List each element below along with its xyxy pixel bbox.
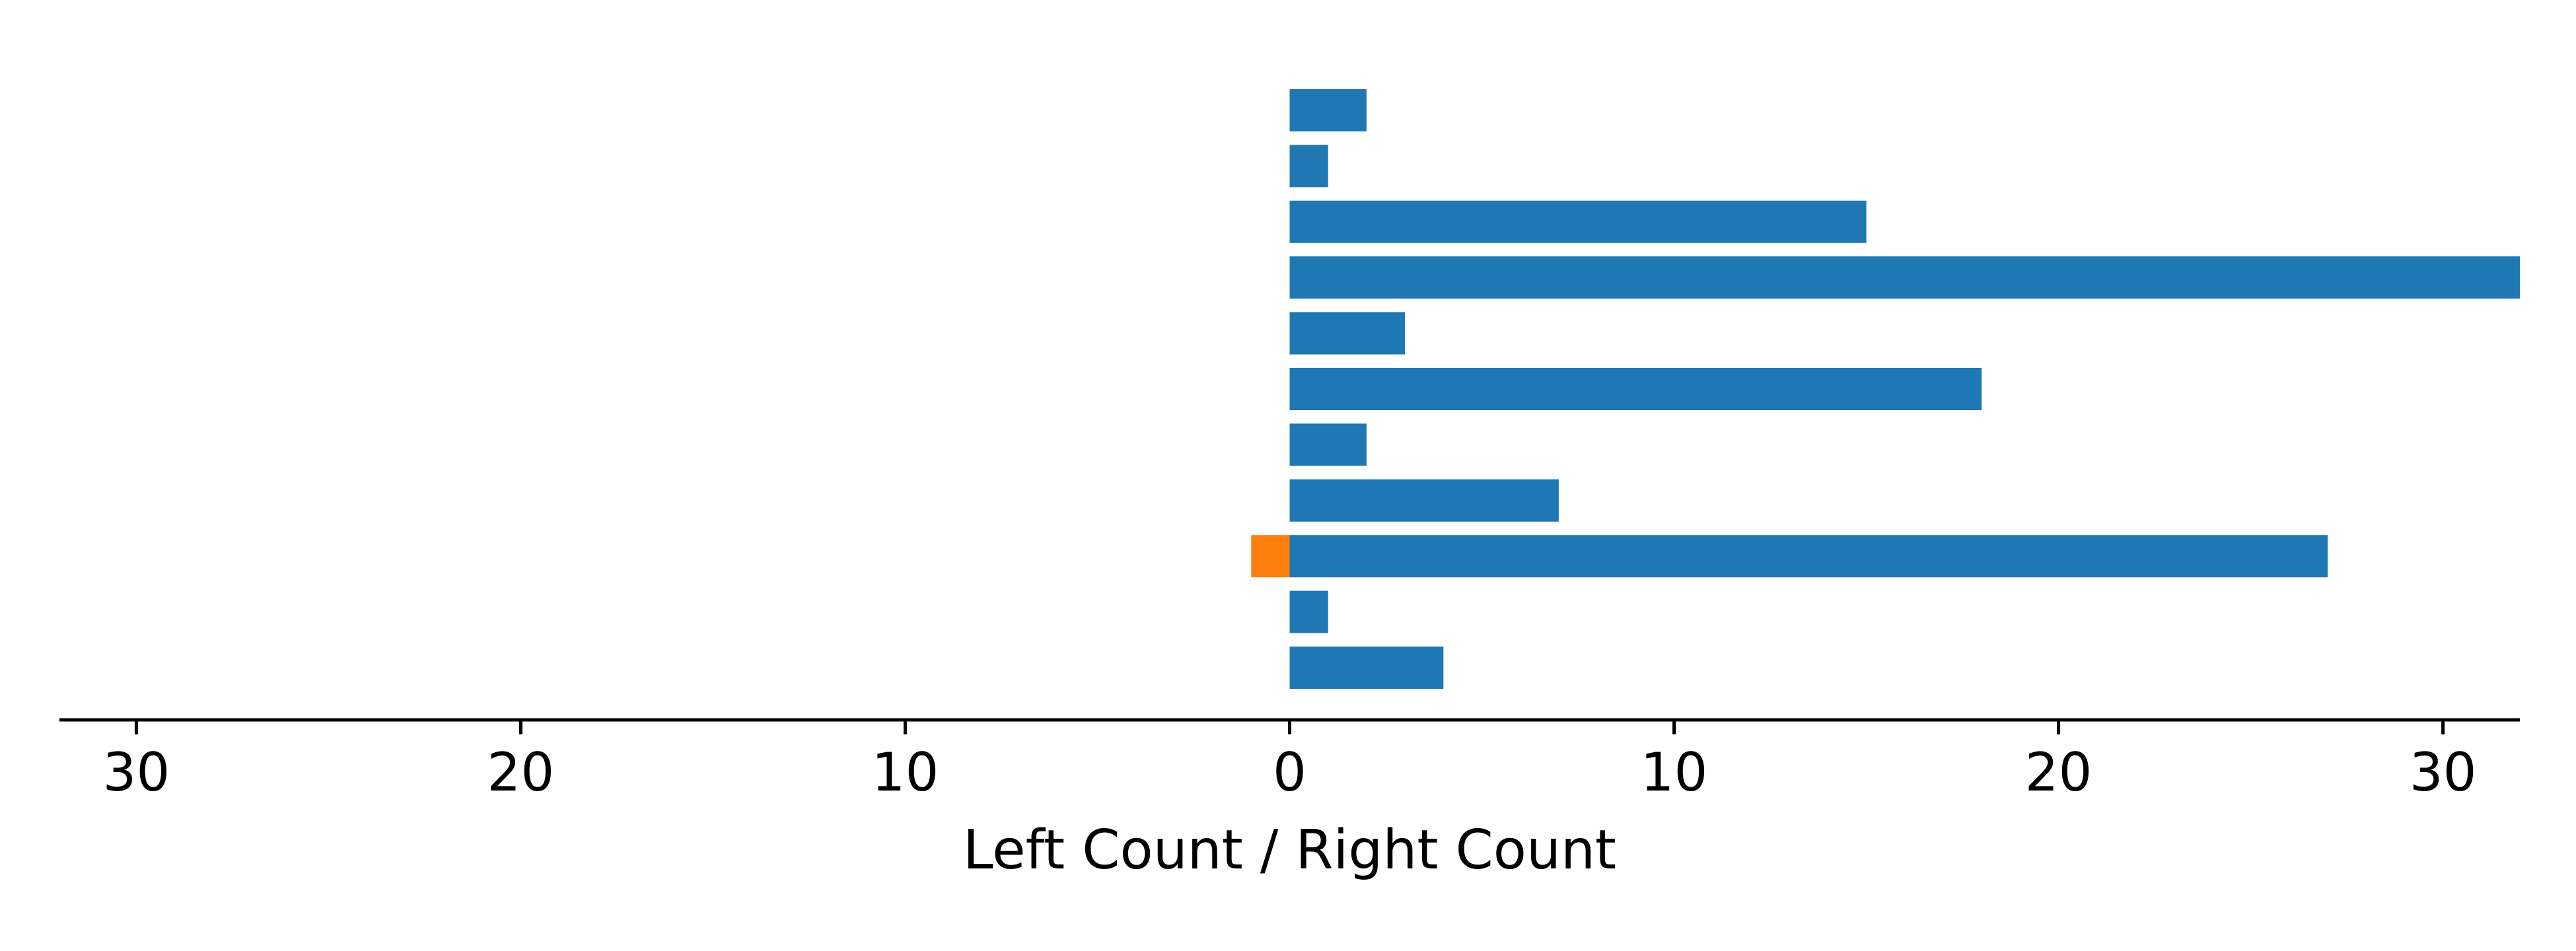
x-tick-label: 10 <box>1641 742 1708 803</box>
right-bar-7 <box>1289 479 1559 522</box>
x-tick-label: 20 <box>2025 742 2093 803</box>
right-bar-8 <box>1289 535 2328 578</box>
right-bar-10 <box>1289 647 1444 689</box>
right-bar-2 <box>1289 200 1867 243</box>
bars-layer <box>1251 89 2520 689</box>
right-bar-5 <box>1289 368 1982 410</box>
right-bar-9 <box>1289 590 1328 633</box>
right-bar-6 <box>1289 423 1367 466</box>
right-bar-4 <box>1289 312 1406 355</box>
x-axis-label: Left Count / Right Count <box>963 819 1616 882</box>
x-tick-label: 30 <box>103 742 170 803</box>
x-axis: 30 20 10 0 10 20 30 <box>59 718 2520 803</box>
x-tick-label: 0 <box>1273 742 1306 803</box>
right-bar-0 <box>1289 89 1367 131</box>
x-tick-label: 20 <box>487 742 555 803</box>
x-tick-label: 10 <box>872 742 939 803</box>
right-bar-3 <box>1289 256 2520 299</box>
right-bar-1 <box>1289 145 1328 188</box>
x-tick-label: 30 <box>2410 742 2477 803</box>
left-bar-8 <box>1251 535 1290 578</box>
